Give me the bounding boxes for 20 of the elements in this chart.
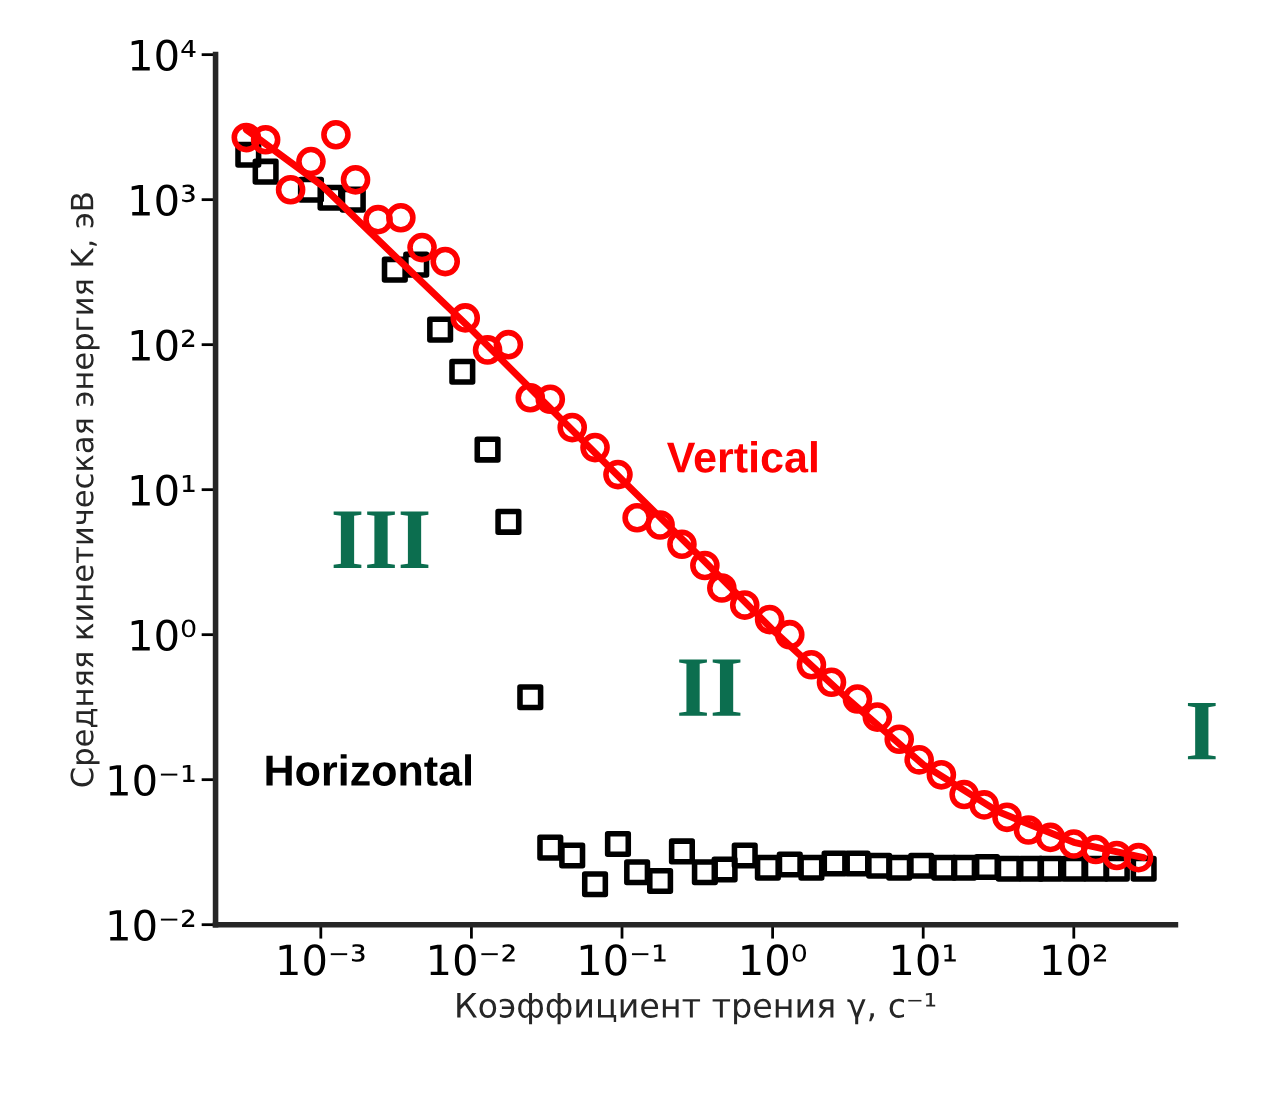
y-tick-label: 10⁻¹ xyxy=(109,764,195,797)
series-label: Horizontal xyxy=(266,754,471,786)
x-tick-label: 10¹ xyxy=(892,944,956,976)
y-tick-label: 10⁻² xyxy=(109,909,195,942)
x-tick-label: 10² xyxy=(1043,944,1107,976)
series-label: Vertical xyxy=(667,441,817,473)
y-tick-label: 10² xyxy=(131,329,195,362)
y-axis-title: Средняя кинетическая энергия K, эВ xyxy=(70,193,100,787)
x-axis-title: Коэффициент трения γ, с⁻¹ xyxy=(457,992,936,1025)
text: I xyxy=(1187,702,1216,760)
annotation: II xyxy=(679,659,741,716)
y-tick-label: 10¹ xyxy=(131,474,195,507)
y-tick-label: 10⁰ xyxy=(131,619,196,652)
y-tick-label: 10⁴ xyxy=(131,39,196,72)
annotation: III xyxy=(333,511,429,568)
x-tick-label: 10⁻² xyxy=(430,944,515,976)
x-tick-label: 10⁰ xyxy=(742,944,807,976)
y-tick-label: 10³ xyxy=(131,184,195,217)
x-tick-label: 10⁻¹ xyxy=(580,944,666,976)
x-tick-label: 10⁻³ xyxy=(279,944,365,976)
